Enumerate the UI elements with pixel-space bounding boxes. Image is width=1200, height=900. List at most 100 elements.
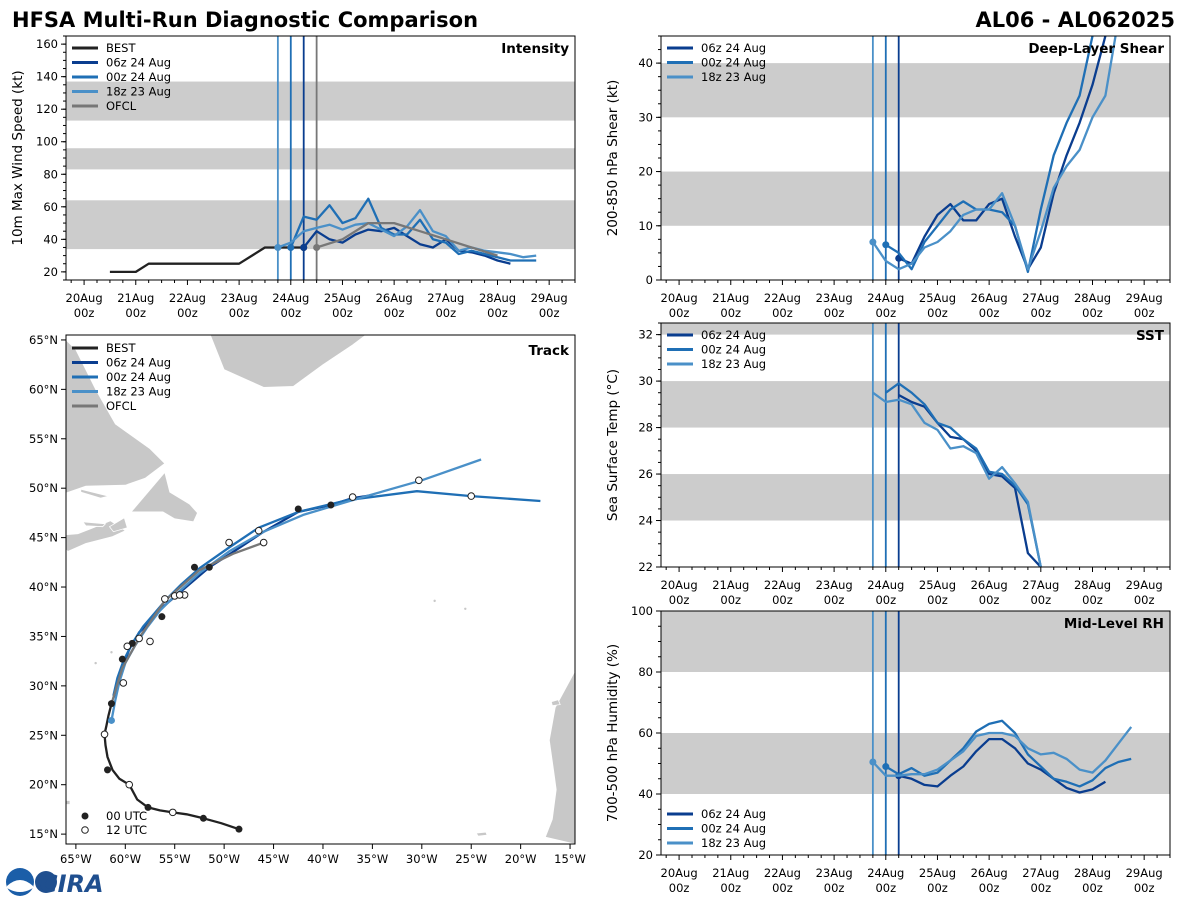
- sst-ytick-label: 28: [638, 421, 653, 435]
- island-0: [110, 651, 113, 654]
- shear-legend-label: 18z 23 Aug: [701, 70, 766, 84]
- track-ytick-label: 60°N: [29, 382, 58, 396]
- intensity-legend-label: 00z 24 Aug: [106, 70, 171, 84]
- sst-band-2: [661, 323, 1170, 335]
- shear-xtick-label: 00z: [824, 306, 845, 320]
- track-marker-12utc: [175, 591, 184, 599]
- island-3: [433, 599, 436, 603]
- globe-icon: [35, 871, 57, 893]
- shear-xtick-label: 27Aug: [1022, 291, 1059, 305]
- rh-xtick-label: 24Aug: [867, 866, 904, 880]
- track-marker-00utc: [144, 803, 152, 811]
- shear-xtick-label: 00z: [1082, 306, 1103, 320]
- shear-xtick-label: 25Aug: [919, 291, 956, 305]
- rh-xtick-label: 00z: [1082, 881, 1103, 895]
- intensity-ytick-label: 20: [43, 265, 58, 279]
- rh-ytick-label: 20: [638, 848, 653, 862]
- rh-xtick-label: 25Aug: [919, 866, 956, 880]
- track-xtick-label: 20°W: [505, 852, 537, 866]
- land-canary-islands: [550, 699, 561, 707]
- track-legend-label: BEST: [106, 341, 136, 355]
- shear-xtick-label: 00z: [875, 306, 896, 320]
- intensity-legend-label: 06z 24 Aug: [106, 56, 171, 70]
- rh-xtick-label: 00z: [720, 881, 741, 895]
- intensity-series-OFCL: [316, 221, 498, 257]
- sst-series-00z-24-Aug: [885, 382, 1042, 567]
- track-ytick-label: 35°N: [29, 629, 58, 643]
- track-marker-12utc: [415, 476, 423, 485]
- track-ytick-label: 25°N: [29, 728, 58, 742]
- sst-xtick-label: 00z: [669, 593, 690, 607]
- track-xtick-label: 40°W: [307, 852, 339, 866]
- shear-ylabel: 200-850 hPa Shear (kt): [605, 80, 621, 237]
- sst-xtick-label: 00z: [824, 593, 845, 607]
- noaa-logo-wave: [7, 880, 33, 892]
- intensity-ytick-label: 40: [43, 232, 58, 246]
- sst-ytick-label: 22: [638, 560, 653, 574]
- shear-xtick-label: 24Aug: [867, 291, 904, 305]
- sst-legend-label: 18z 23 Aug: [701, 357, 766, 371]
- rh-xtick-label: 00z: [824, 881, 845, 895]
- sst-ytick-label: 24: [638, 514, 653, 528]
- intensity-point-start-OFCL: [313, 243, 321, 251]
- shear-xtick-label: 20Aug: [661, 291, 698, 305]
- figure-title: HFSA Multi-Run Diagnostic Comparison: [12, 8, 478, 32]
- rh-panel-title: Mid-Level RH: [1064, 616, 1164, 632]
- shear-series-18z-23-Aug: [871, 36, 1117, 271]
- sst-xtick-label: 20Aug: [661, 578, 698, 592]
- logo: CIRA: [6, 868, 104, 898]
- sst-panel-title: SST: [1136, 328, 1165, 344]
- intensity-ytick-label: 80: [43, 167, 58, 181]
- rh-point-start-18z-23-Aug: [869, 758, 877, 766]
- shear-band-0: [661, 171, 1170, 226]
- track-marker-12utc: [125, 780, 134, 789]
- land-pei: [81, 521, 107, 528]
- shear-xtick-label: 21Aug: [712, 291, 749, 305]
- track-legend-label: OFCL: [106, 399, 137, 413]
- track-marker-00utc: [107, 716, 115, 724]
- land-anticosti: [80, 488, 109, 499]
- track-marker-12utc: [146, 637, 154, 646]
- sst-xtick-label: 28Aug: [1074, 578, 1111, 592]
- shear-xtick-label: 29Aug: [1126, 291, 1163, 305]
- rh-xtick-label: 00z: [927, 881, 948, 895]
- shear-xtick-label: 00z: [720, 306, 741, 320]
- shear-ytick-label: 20: [638, 165, 653, 179]
- intensity-xtick-label: 24Aug: [272, 291, 309, 305]
- rh-xtick-label: 00z: [772, 881, 793, 895]
- intensity-legend-label: BEST: [106, 41, 136, 55]
- intensity-point-start-00z-24-Aug: [287, 243, 295, 251]
- rh-point-start-00z-24-Aug: [882, 763, 890, 771]
- track-xtick-label: 60°W: [109, 852, 141, 866]
- intensity-xtick-label: 00z: [384, 306, 405, 320]
- track-xtick-label: 45°W: [258, 852, 290, 866]
- rh-xtick-label: 27Aug: [1022, 866, 1059, 880]
- track-marker-12utc: [254, 526, 263, 535]
- sst-ytick-label: 30: [638, 374, 653, 388]
- island-1: [94, 661, 97, 665]
- intensity-band-0: [66, 200, 575, 250]
- intensity-series-BEST: [109, 246, 304, 274]
- track-marker-12utc: [467, 492, 476, 500]
- track-marker-00utc: [235, 825, 243, 833]
- intensity-ytick-label: 100: [36, 135, 58, 149]
- cira-logo: CIRA: [40, 870, 104, 898]
- rh-xtick-label: 20Aug: [661, 866, 698, 880]
- sst-ytick-label: 32: [638, 328, 653, 342]
- intensity-band-2: [66, 81, 575, 121]
- sst-plot-area: [661, 323, 1170, 567]
- intensity-xtick-label: 00z: [280, 306, 301, 320]
- track-marker-12utc: [119, 679, 128, 687]
- shear-xtick-label: 26Aug: [971, 291, 1008, 305]
- sst-xtick-label: 23Aug: [816, 578, 853, 592]
- rh-xtick-label: 22Aug: [764, 866, 801, 880]
- land-newfoundland: [130, 471, 198, 523]
- intensity-ytick-label: 160: [36, 37, 58, 51]
- sst-xtick-label: 24Aug: [867, 578, 904, 592]
- rh-ytick-label: 80: [638, 665, 653, 679]
- track-xtick-label: 15°W: [554, 852, 586, 866]
- track-legend-label: 12 UTC: [106, 823, 147, 837]
- intensity-xtick-label: 29Aug: [531, 291, 568, 305]
- rh-xtick-label: 00z: [669, 881, 690, 895]
- land-cape-verde: [475, 831, 488, 837]
